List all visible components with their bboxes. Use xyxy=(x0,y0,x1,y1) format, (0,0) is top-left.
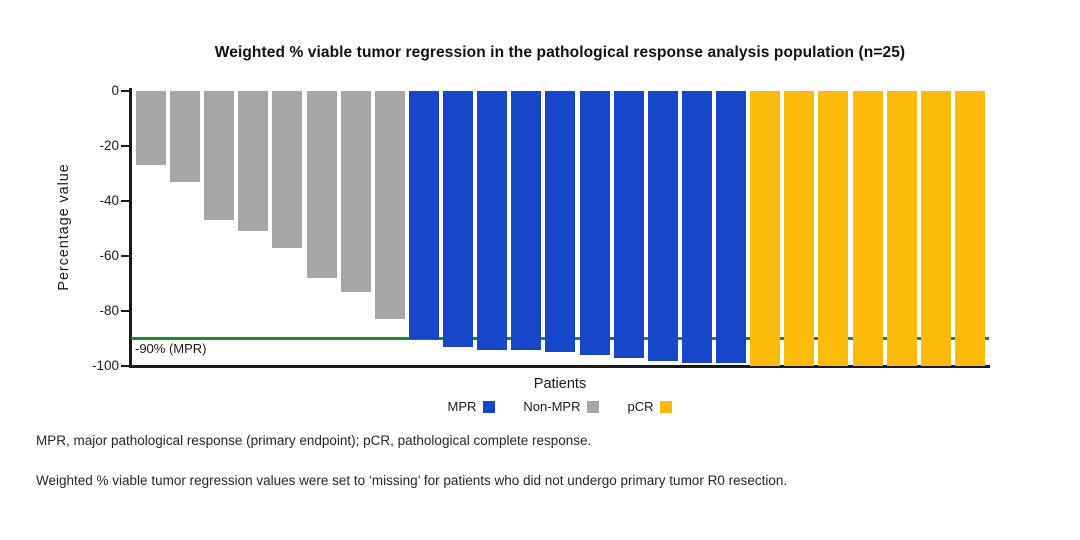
y-tick--60 xyxy=(121,254,130,258)
bar-non-mpr-3 xyxy=(204,91,235,221)
bar-pcr-24 xyxy=(920,91,951,366)
y-tick--80 xyxy=(121,309,130,313)
y-tick--40 xyxy=(121,199,130,203)
bar-mpr-18 xyxy=(716,91,747,364)
footnote-abbreviations: MPR, major pathological response (primar… xyxy=(36,433,592,448)
bar-mpr-16 xyxy=(647,91,678,361)
bar-pcr-20 xyxy=(784,91,815,366)
mpr-threshold-label: -90% (MPR) xyxy=(135,341,207,356)
legend-item-mpr: MPR xyxy=(448,399,496,414)
legend-label-pcr: pCR xyxy=(627,399,654,414)
bar-pcr-25 xyxy=(954,91,985,366)
bar-mpr-11 xyxy=(477,91,508,350)
bar-mpr-13 xyxy=(545,91,576,353)
bar-pcr-19 xyxy=(750,91,781,366)
bar-mpr-10 xyxy=(443,91,474,347)
chart-title: Weighted % viable tumor regression in th… xyxy=(214,44,906,61)
y-tick-label--60: -60 xyxy=(99,248,119,263)
bar-non-mpr-8 xyxy=(374,91,405,320)
bar-pcr-22 xyxy=(852,91,883,366)
y-tick-0 xyxy=(121,89,130,93)
bar-non-mpr-1 xyxy=(136,91,166,166)
y-tick-label--40: -40 xyxy=(99,193,119,208)
bar-non-mpr-7 xyxy=(340,91,371,292)
bar-mpr-12 xyxy=(511,91,542,350)
y-axis-label: Percentage value xyxy=(56,163,72,291)
bar-mpr-9 xyxy=(408,91,439,339)
bar-pcr-23 xyxy=(886,91,917,366)
legend-swatch-pcr xyxy=(660,400,673,413)
legend-item-non-mpr: Non-MPR xyxy=(523,399,600,414)
y-tick-label--20: -20 xyxy=(99,138,119,153)
legend-label-non-mpr: Non-MPR xyxy=(523,399,581,414)
x-axis-label: Patients xyxy=(533,376,587,392)
bar-mpr-15 xyxy=(613,91,644,358)
y-tick--20 xyxy=(121,144,130,148)
bar-non-mpr-4 xyxy=(238,91,269,232)
y-tick-label-0: 0 xyxy=(111,83,119,98)
y-tick-label--100: -100 xyxy=(91,358,119,373)
y-axis-line xyxy=(129,88,132,368)
bar-non-mpr-2 xyxy=(170,91,201,182)
bar-non-mpr-6 xyxy=(306,91,337,278)
bar-mpr-17 xyxy=(681,91,712,364)
footnote-missing-note: Weighted % viable tumor regression value… xyxy=(36,473,788,488)
legend-item-pcr: pCR xyxy=(627,399,673,414)
legend-swatch-non-mpr xyxy=(587,400,600,413)
bar-mpr-14 xyxy=(579,91,610,355)
legend-label-mpr: MPR xyxy=(447,399,477,414)
bar-non-mpr-5 xyxy=(272,91,303,248)
legend-swatch-mpr xyxy=(483,400,496,413)
y-tick-label--80: -80 xyxy=(99,303,119,318)
y-tick--100 xyxy=(121,364,130,368)
bar-pcr-21 xyxy=(818,91,849,366)
x-axis-line xyxy=(129,365,990,368)
legend: MPR Non-MPR pCR xyxy=(131,399,989,414)
